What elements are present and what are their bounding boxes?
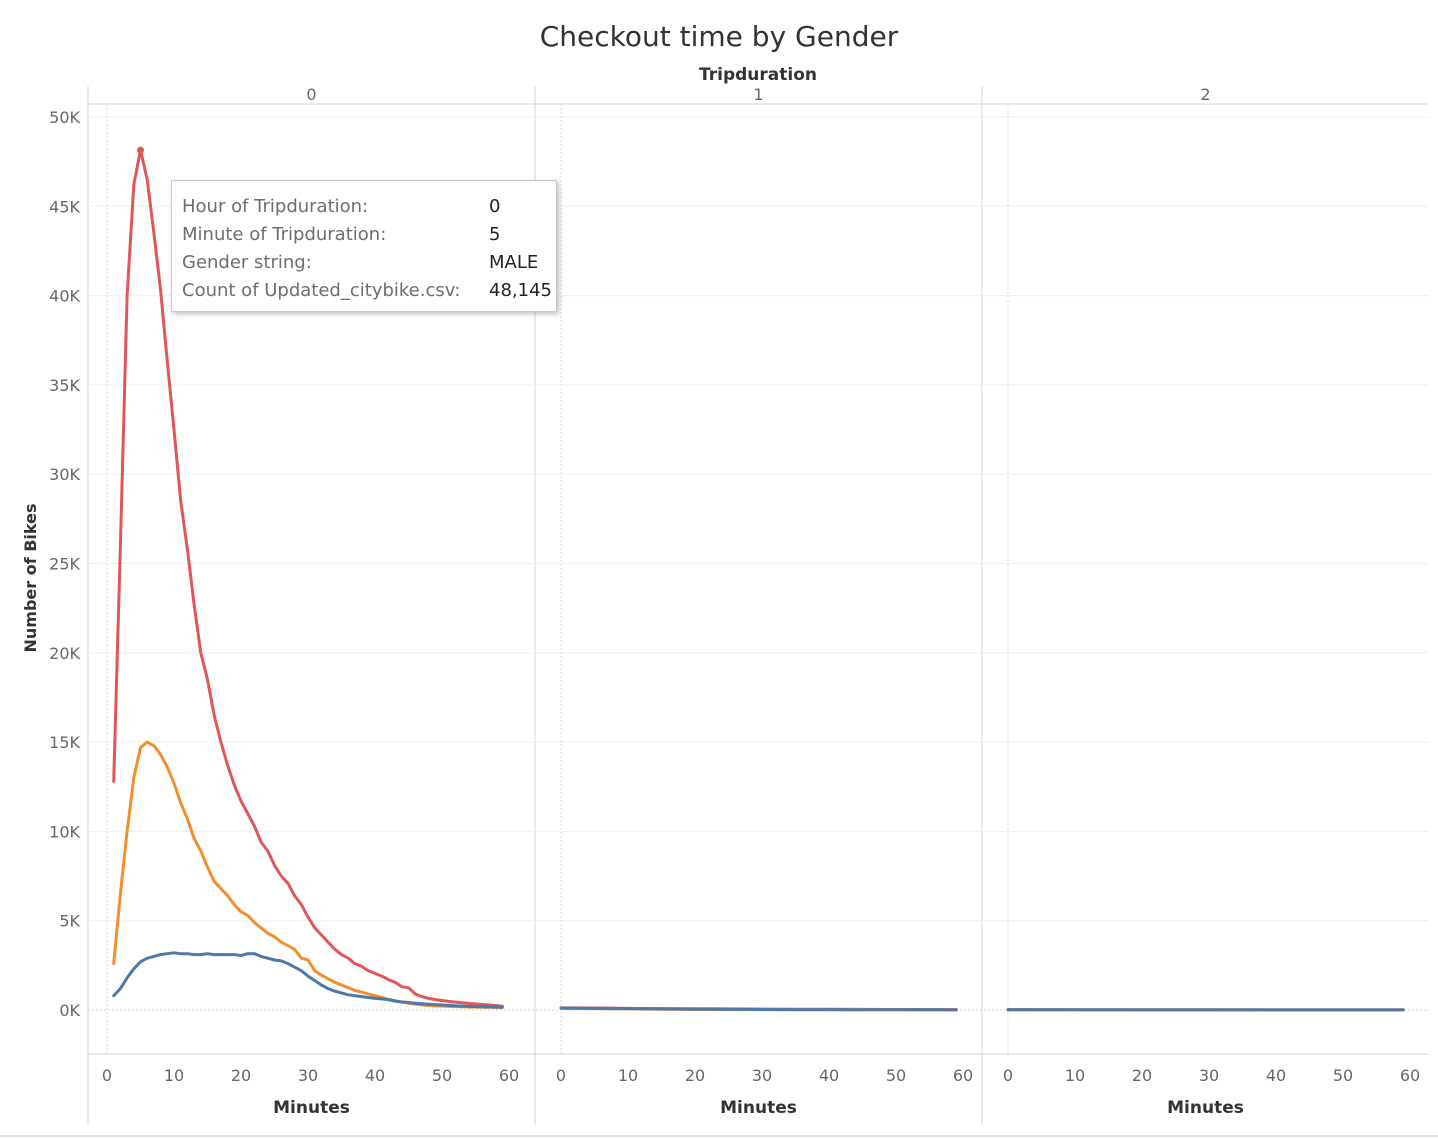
x-tick-label: 0 xyxy=(102,1066,112,1085)
x-tick-label: 50 xyxy=(1333,1066,1353,1085)
x-axis: 0 10 20 30 40 50 60 Minutes 0 10 20 30 40 50 60 Minutes… xyxy=(102,1066,1420,1118)
panel-headers: 0 1 2 xyxy=(306,85,1210,104)
y-tick-label: 30K xyxy=(49,465,80,484)
x-tick-label: 40 xyxy=(365,1066,385,1085)
y-tick-label: 5K xyxy=(59,912,80,931)
x-tick-label: 40 xyxy=(1266,1066,1286,1085)
x-axis-label: Minutes xyxy=(273,1098,350,1118)
tooltip-row-minute: Minute of Tripduration: 5 xyxy=(182,221,500,249)
tooltip-row-gender: Gender string: MALE xyxy=(182,249,538,277)
x-axis-label: Minutes xyxy=(1167,1098,1244,1118)
y-tick-label: 20K xyxy=(49,644,80,663)
x-tick-label: 50 xyxy=(432,1066,452,1085)
tooltip-value: 0 xyxy=(489,196,501,217)
y-tick-label: 40K xyxy=(49,287,80,306)
y-tick-label: 35K xyxy=(49,376,80,395)
y-axis: 0K 5K 10K 15K 20K 25K 30K 35K 40K 45K 50K xyxy=(49,108,80,1020)
x-tick-label: 20 xyxy=(1132,1066,1152,1085)
series-lines xyxy=(112,148,1405,1012)
tooltip-row-count: Count of Updated_citybike.csv: 48,145 xyxy=(182,277,552,305)
column-header: Tripduration xyxy=(699,65,817,85)
panel-header-label: 1 xyxy=(753,85,763,104)
tooltip-value: 5 xyxy=(489,224,501,245)
x-tick-label: 20 xyxy=(231,1066,251,1085)
x-tick-label: 50 xyxy=(886,1066,906,1085)
tooltip-key: Gender string: xyxy=(182,252,312,273)
x-axis-label: Minutes xyxy=(720,1098,797,1118)
tooltip-key: Minute of Tripduration: xyxy=(182,224,387,245)
y-tick-label: 15K xyxy=(49,733,80,752)
x-tick-label: 30 xyxy=(752,1066,772,1085)
tooltip-value: 48,145 xyxy=(489,280,552,301)
x-tick-label: 10 xyxy=(618,1066,638,1085)
x-tick-label: 60 xyxy=(1400,1066,1420,1085)
y-axis-label: Number of Bikes xyxy=(21,503,40,652)
x-tick-label: 10 xyxy=(1065,1066,1085,1085)
y-tick-label: 50K xyxy=(49,108,80,127)
x-tick-label: 60 xyxy=(953,1066,973,1085)
highlight-layer xyxy=(137,146,144,154)
tooltip-value: MALE xyxy=(489,252,539,273)
series-line xyxy=(112,740,504,1009)
tooltip: Hour of Tripduration: 0 Minute of Tripdu… xyxy=(171,180,557,312)
x-tick-label: 30 xyxy=(298,1066,318,1085)
x-tick-label: 40 xyxy=(819,1066,839,1085)
y-tick-label: 25K xyxy=(49,555,80,574)
x-tick-label: 0 xyxy=(556,1066,566,1085)
x-tick-label: 30 xyxy=(1199,1066,1219,1085)
series-line xyxy=(112,951,504,1009)
tooltip-key: Count of Updated_citybike.csv: xyxy=(182,280,461,301)
panel-header-label: 2 xyxy=(1200,85,1210,104)
x-tick-label: 60 xyxy=(499,1066,519,1085)
series-line xyxy=(559,1006,958,1012)
y-tick-label: 10K xyxy=(49,822,80,841)
chart-title: Checkout time by Gender xyxy=(540,20,899,53)
tooltip-row-hour: Hour of Tripduration: 0 xyxy=(182,193,500,221)
series-line xyxy=(112,148,504,1008)
y-tick-label: 45K xyxy=(49,197,80,216)
x-tick-label: 10 xyxy=(164,1066,184,1085)
x-tick-label: 20 xyxy=(685,1066,705,1085)
highlight-point xyxy=(137,146,144,154)
y-tick-label: 0K xyxy=(59,1001,80,1020)
x-tick-label: 0 xyxy=(1003,1066,1013,1085)
panel-header-label: 0 xyxy=(306,85,316,104)
tooltip-key: Hour of Tripduration: xyxy=(182,196,369,217)
